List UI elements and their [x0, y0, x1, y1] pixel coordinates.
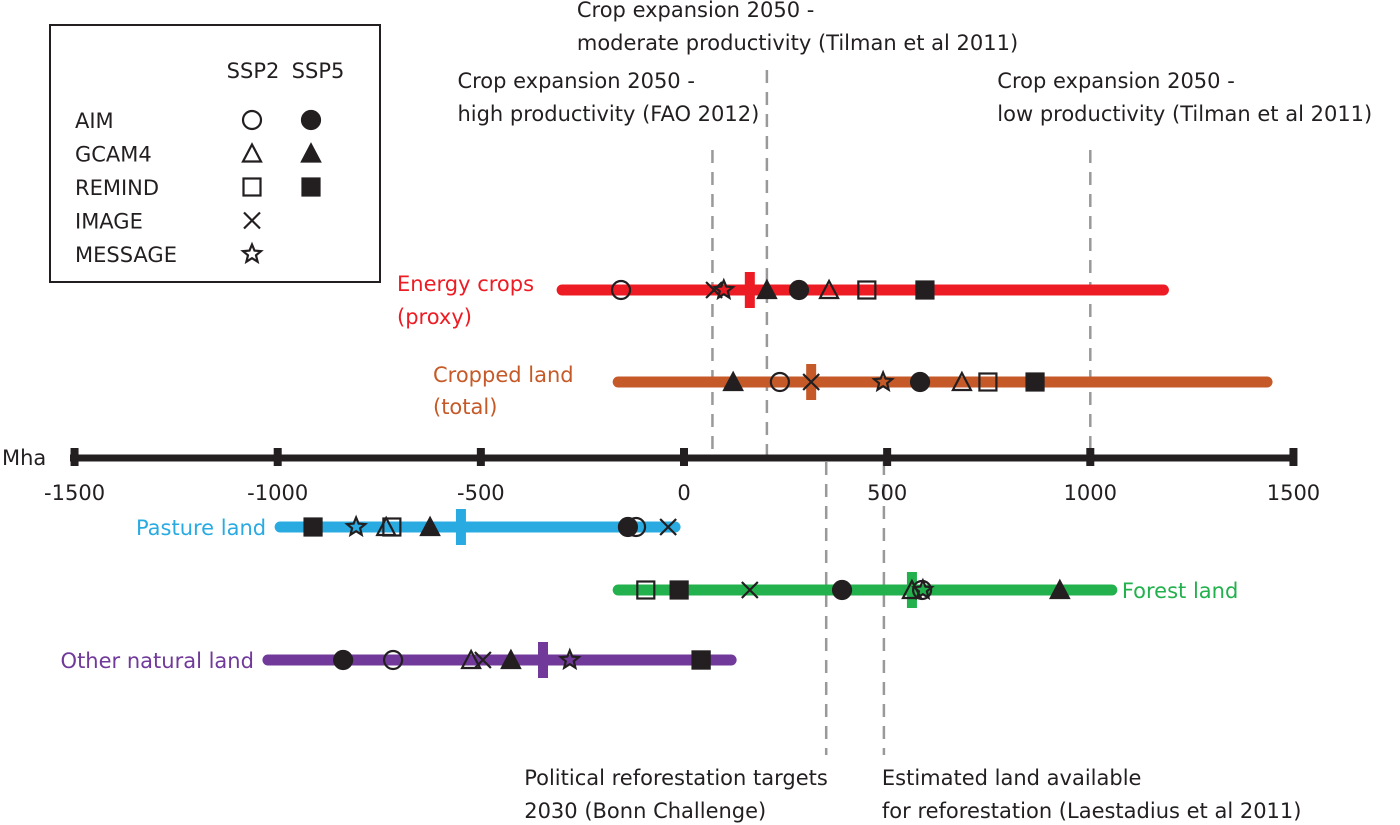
- tick-label: -500: [457, 481, 505, 505]
- series-cropped-land: Cropped land (total): [433, 363, 1273, 419]
- reference-label: high productivity (FAO 2012): [457, 102, 759, 126]
- circle-marker: [909, 371, 931, 393]
- square-marker: [242, 177, 262, 197]
- triangle-marker: [818, 278, 840, 300]
- tick-label: 500: [867, 481, 907, 505]
- circle-marker: [788, 279, 810, 301]
- reference-label: 2030 (Bonn Challenge): [524, 799, 766, 823]
- tick-label: -1500: [44, 481, 105, 505]
- series-label-line2: (proxy): [397, 305, 472, 329]
- circle-marker: [769, 371, 790, 393]
- tick-label: 1500: [1267, 481, 1320, 505]
- square-marker: [669, 580, 689, 600]
- legend-column-header: SSP2: [227, 59, 280, 83]
- series-label-line2: (total): [433, 395, 497, 419]
- square-marker: [978, 372, 998, 392]
- circle-marker: [831, 579, 853, 601]
- legend-model-label: MESSAGE: [75, 243, 177, 267]
- median-marker: [906, 572, 917, 608]
- cross-marker: [659, 518, 677, 536]
- axis-tick: [1289, 448, 1298, 466]
- triangle-marker: [722, 370, 744, 392]
- legend-model-label: GCAM4: [75, 143, 152, 167]
- median-marker: [538, 642, 549, 678]
- series-forest-land: Forest land: [612, 572, 1238, 608]
- series-label: Pasture land: [136, 516, 266, 540]
- axis-tick: [883, 448, 892, 466]
- circle-marker: [382, 649, 404, 671]
- square-marker: [636, 580, 656, 600]
- triangle-marker: [300, 142, 322, 163]
- cross-marker: [243, 211, 261, 230]
- reference-label: moderate productivity (Tilman et al 2011…: [577, 31, 1018, 55]
- reference-label: Crop expansion 2050 -: [457, 69, 694, 93]
- circle-marker: [610, 279, 632, 301]
- star-marker: [344, 514, 369, 538]
- star-marker: [871, 369, 895, 393]
- square-marker: [303, 517, 323, 537]
- triangle-marker: [460, 648, 482, 670]
- square-marker: [915, 280, 935, 300]
- series-label: Energy crops: [397, 272, 534, 296]
- axis-tick: [680, 448, 688, 466]
- series-energy-crops: Energy crops (proxy): [397, 272, 1169, 329]
- triangle-marker: [500, 648, 522, 670]
- series-pasture-land: Pasture land: [136, 509, 681, 545]
- series-label: Cropped land: [433, 363, 574, 387]
- legend-model-label: IMAGE: [75, 210, 143, 234]
- axis-tick: [476, 448, 485, 466]
- axis-tick: [1086, 448, 1095, 466]
- triangle-marker: [419, 515, 441, 537]
- triangle-marker: [1049, 578, 1071, 600]
- axis-unit-label: Mha: [2, 446, 46, 470]
- series-label: Forest land: [1122, 579, 1238, 603]
- median-marker: [744, 272, 755, 308]
- cross-marker: [741, 581, 759, 599]
- circle-marker: [300, 109, 322, 131]
- legend-model-label: REMIND: [75, 176, 159, 200]
- square-marker: [1025, 372, 1045, 392]
- reference-label: Crop expansion 2050 -: [997, 69, 1234, 93]
- series-label: Other natural land: [61, 649, 254, 673]
- triangle-marker: [241, 142, 263, 163]
- star-marker: [240, 241, 264, 265]
- legend-box: [49, 24, 381, 283]
- tick-label: 0: [677, 481, 690, 505]
- star-marker: [558, 647, 582, 671]
- axis-tick: [273, 448, 282, 466]
- square-marker: [691, 650, 711, 670]
- tick-label: 1000: [1064, 481, 1117, 505]
- cross-marker: [802, 373, 820, 391]
- circle-marker: [625, 516, 647, 538]
- reference-label: Estimated land available: [882, 766, 1142, 790]
- series-other-natural-land: Other natural land: [61, 642, 737, 678]
- median-marker: [455, 509, 466, 545]
- legend-column-header: SSP5: [292, 59, 345, 83]
- square-marker: [382, 517, 402, 537]
- reference-label: Crop expansion 2050 -: [577, 0, 814, 22]
- triangle-marker: [756, 278, 778, 300]
- circle-marker: [241, 109, 263, 131]
- star-marker: [911, 577, 935, 601]
- square-marker: [857, 280, 877, 300]
- star-marker: [712, 277, 736, 301]
- cross-marker: [474, 651, 492, 669]
- square-marker: [301, 177, 321, 197]
- legend-model-label: AIM: [75, 109, 114, 133]
- tick-label: -1000: [247, 481, 308, 505]
- axis-tick: [70, 448, 79, 466]
- triangle-marker: [951, 370, 973, 392]
- circle-marker: [333, 649, 354, 671]
- reference-label: Political reforestation targets: [524, 766, 828, 790]
- reference-label: for reforestation (Laestadius et al 2011…: [882, 799, 1302, 823]
- reference-label: low productivity (Tilman et al 2011): [997, 102, 1372, 126]
